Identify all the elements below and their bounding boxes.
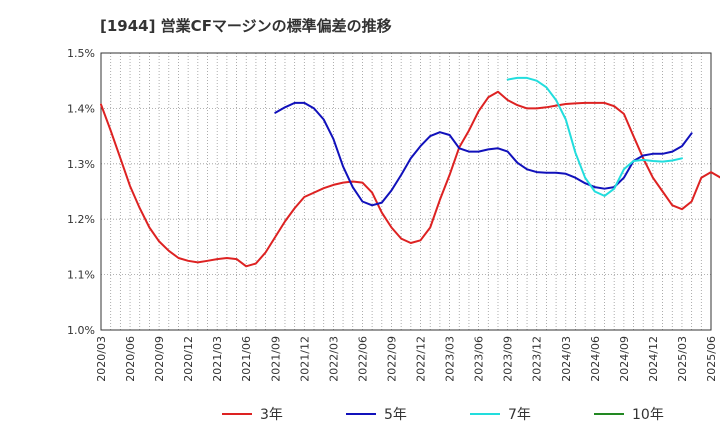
series-line-2 — [274, 101, 693, 207]
x-tick-label: 2024/03 — [560, 336, 573, 382]
y-tick-label: 1.3% — [67, 158, 95, 171]
x-tick-label: 2020/12 — [182, 336, 195, 382]
x-tick-label: 2021/12 — [298, 336, 311, 382]
x-tick-label: 2024/12 — [647, 336, 660, 382]
x-tick-label: 2024/09 — [618, 336, 631, 382]
x-tick-label: 2022/06 — [356, 336, 369, 382]
x-tick-label: 2023/06 — [473, 336, 486, 382]
x-tick-label: 2020/09 — [153, 336, 166, 382]
x-tick-label: 2020/06 — [124, 336, 137, 382]
x-tick-label: 2025/06 — [705, 336, 718, 382]
legend-label-2: 5年 — [384, 407, 407, 423]
y-tick-label: 1.1% — [67, 269, 95, 282]
x-tick-label: 2021/06 — [240, 336, 253, 382]
y-tick-label: 1.2% — [67, 213, 95, 226]
series-line-3 — [506, 76, 683, 197]
x-tick-label: 2025/03 — [676, 336, 689, 382]
legend-label-3: 7年 — [508, 407, 531, 423]
x-tick-label: 2022/03 — [327, 336, 340, 382]
x-tick-label: 2022/12 — [415, 336, 428, 382]
chart-title: [1944] 営業CFマージンの標準偏差の推移 — [100, 17, 392, 35]
plot-frame — [100, 52, 712, 331]
y-tick-label: 1.0% — [67, 324, 95, 337]
x-tick-label: 2022/09 — [385, 336, 398, 382]
x-tick-label: 2021/03 — [211, 336, 224, 382]
x-tick-label: 2024/06 — [589, 336, 602, 382]
x-tick-label: 2020/03 — [95, 336, 108, 382]
x-tick-label: 2021/09 — [269, 336, 282, 382]
series-line-1 — [100, 90, 720, 268]
plot-area: 1.0% 1.1% 1.2% 1.3% 1.4% 1.5% 2020/03 2020/06 20… — [67, 47, 720, 382]
legend-label-4: 10年 — [632, 407, 664, 423]
plot-background — [101, 53, 711, 330]
legend-label-1: 3年 — [260, 407, 283, 423]
x-tick-label: 2023/03 — [444, 336, 457, 382]
legend: 3年 5年 7年 10年 — [222, 407, 664, 423]
y-tick-label: 1.4% — [67, 102, 95, 115]
x-tick-label: 2023/09 — [502, 336, 515, 382]
x-tick-label: 2023/12 — [531, 336, 544, 382]
y-tick-label: 1.5% — [67, 47, 95, 60]
